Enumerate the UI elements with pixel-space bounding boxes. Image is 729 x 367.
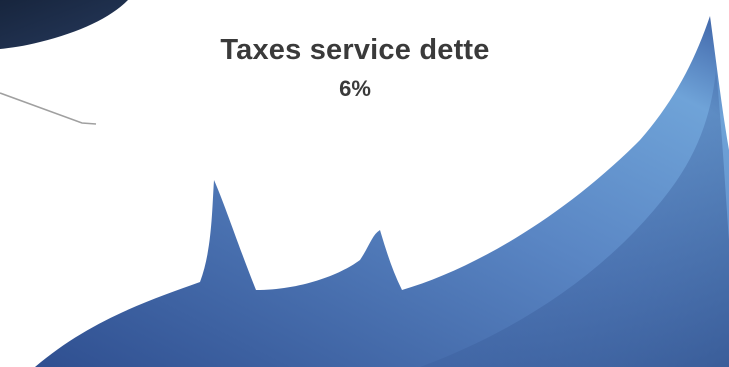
slice-label-value: 6% (339, 76, 371, 101)
pie-slice-dark (0, 0, 128, 49)
slice-label: Taxes service dette 6% (170, 30, 540, 104)
leader-line (0, 92, 97, 125)
slice-label-name: Taxes service dette (220, 34, 490, 66)
pie-slice-wave-shade (420, 70, 729, 367)
pie-slice-wave (35, 16, 729, 367)
